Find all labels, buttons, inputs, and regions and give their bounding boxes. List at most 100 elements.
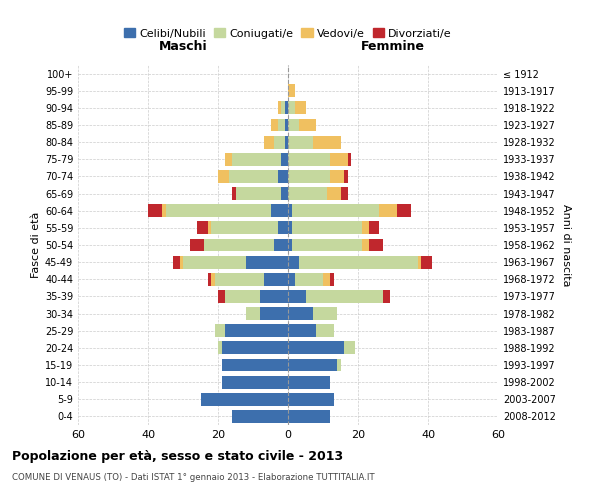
- Bar: [288, 393, 334, 406]
- Bar: [281, 187, 288, 200]
- Bar: [288, 238, 292, 252]
- Bar: [225, 290, 260, 303]
- Bar: [292, 238, 361, 252]
- Bar: [221, 376, 288, 388]
- Bar: [232, 153, 281, 166]
- Bar: [263, 273, 288, 285]
- Bar: [271, 118, 277, 132]
- Bar: [218, 342, 221, 354]
- Bar: [313, 136, 341, 148]
- Bar: [337, 358, 341, 372]
- Bar: [221, 358, 288, 372]
- Bar: [313, 307, 337, 320]
- Bar: [235, 187, 281, 200]
- Bar: [166, 204, 271, 217]
- Bar: [288, 376, 330, 388]
- Bar: [284, 102, 288, 114]
- Bar: [208, 222, 211, 234]
- Bar: [292, 204, 379, 217]
- Bar: [281, 153, 288, 166]
- Bar: [271, 204, 288, 217]
- Bar: [347, 153, 351, 166]
- Bar: [305, 290, 383, 303]
- Bar: [288, 187, 326, 200]
- Bar: [288, 307, 313, 320]
- Bar: [316, 324, 334, 337]
- Bar: [288, 273, 295, 285]
- Bar: [229, 170, 277, 183]
- Bar: [397, 204, 410, 217]
- Bar: [211, 273, 215, 285]
- Bar: [215, 273, 263, 285]
- Bar: [288, 170, 330, 183]
- Bar: [288, 290, 305, 303]
- Bar: [379, 204, 397, 217]
- Bar: [218, 170, 229, 183]
- Bar: [299, 118, 316, 132]
- Bar: [368, 238, 383, 252]
- Bar: [368, 222, 379, 234]
- Bar: [200, 393, 288, 406]
- Bar: [183, 256, 246, 268]
- Bar: [344, 170, 347, 183]
- Bar: [274, 136, 284, 148]
- Bar: [277, 102, 281, 114]
- Bar: [148, 204, 162, 217]
- Bar: [288, 324, 316, 337]
- Bar: [288, 204, 292, 217]
- Bar: [277, 170, 288, 183]
- Bar: [281, 102, 284, 114]
- Bar: [277, 222, 288, 234]
- Bar: [344, 342, 355, 354]
- Bar: [246, 256, 288, 268]
- Bar: [179, 256, 183, 268]
- Bar: [330, 170, 344, 183]
- Text: Femmine: Femmine: [361, 40, 425, 52]
- Bar: [421, 256, 431, 268]
- Y-axis label: Anni di nascita: Anni di nascita: [561, 204, 571, 286]
- Bar: [221, 342, 288, 354]
- Text: Maschi: Maschi: [158, 40, 208, 52]
- Bar: [225, 324, 288, 337]
- Bar: [292, 222, 361, 234]
- Bar: [218, 290, 225, 303]
- Bar: [277, 118, 284, 132]
- Bar: [288, 222, 292, 234]
- Bar: [361, 238, 368, 252]
- Bar: [295, 273, 323, 285]
- Bar: [232, 187, 235, 200]
- Bar: [288, 118, 299, 132]
- Bar: [284, 118, 288, 132]
- Legend: Celibi/Nubili, Coniugati/e, Vedovi/e, Divorziati/e: Celibi/Nubili, Coniugati/e, Vedovi/e, Di…: [120, 24, 456, 43]
- Bar: [288, 410, 330, 423]
- Bar: [260, 290, 288, 303]
- Bar: [288, 256, 299, 268]
- Bar: [295, 102, 305, 114]
- Text: Popolazione per età, sesso e stato civile - 2013: Popolazione per età, sesso e stato civil…: [12, 450, 343, 463]
- Bar: [288, 342, 344, 354]
- Bar: [383, 290, 389, 303]
- Bar: [288, 102, 295, 114]
- Bar: [173, 256, 179, 268]
- Text: COMUNE DI VENAUS (TO) - Dati ISTAT 1° gennaio 2013 - Elaborazione TUTTITALIA.IT: COMUNE DI VENAUS (TO) - Dati ISTAT 1° ge…: [12, 472, 374, 482]
- Bar: [274, 238, 288, 252]
- Bar: [263, 136, 274, 148]
- Bar: [215, 324, 225, 337]
- Bar: [211, 222, 277, 234]
- Bar: [284, 136, 288, 148]
- Bar: [330, 153, 347, 166]
- Y-axis label: Fasce di età: Fasce di età: [31, 212, 41, 278]
- Bar: [288, 153, 330, 166]
- Bar: [197, 222, 208, 234]
- Bar: [232, 410, 288, 423]
- Bar: [288, 84, 295, 97]
- Bar: [288, 136, 313, 148]
- Bar: [299, 256, 418, 268]
- Bar: [418, 256, 421, 268]
- Bar: [288, 358, 337, 372]
- Bar: [323, 273, 330, 285]
- Bar: [204, 238, 274, 252]
- Bar: [225, 153, 232, 166]
- Bar: [162, 204, 166, 217]
- Bar: [330, 273, 334, 285]
